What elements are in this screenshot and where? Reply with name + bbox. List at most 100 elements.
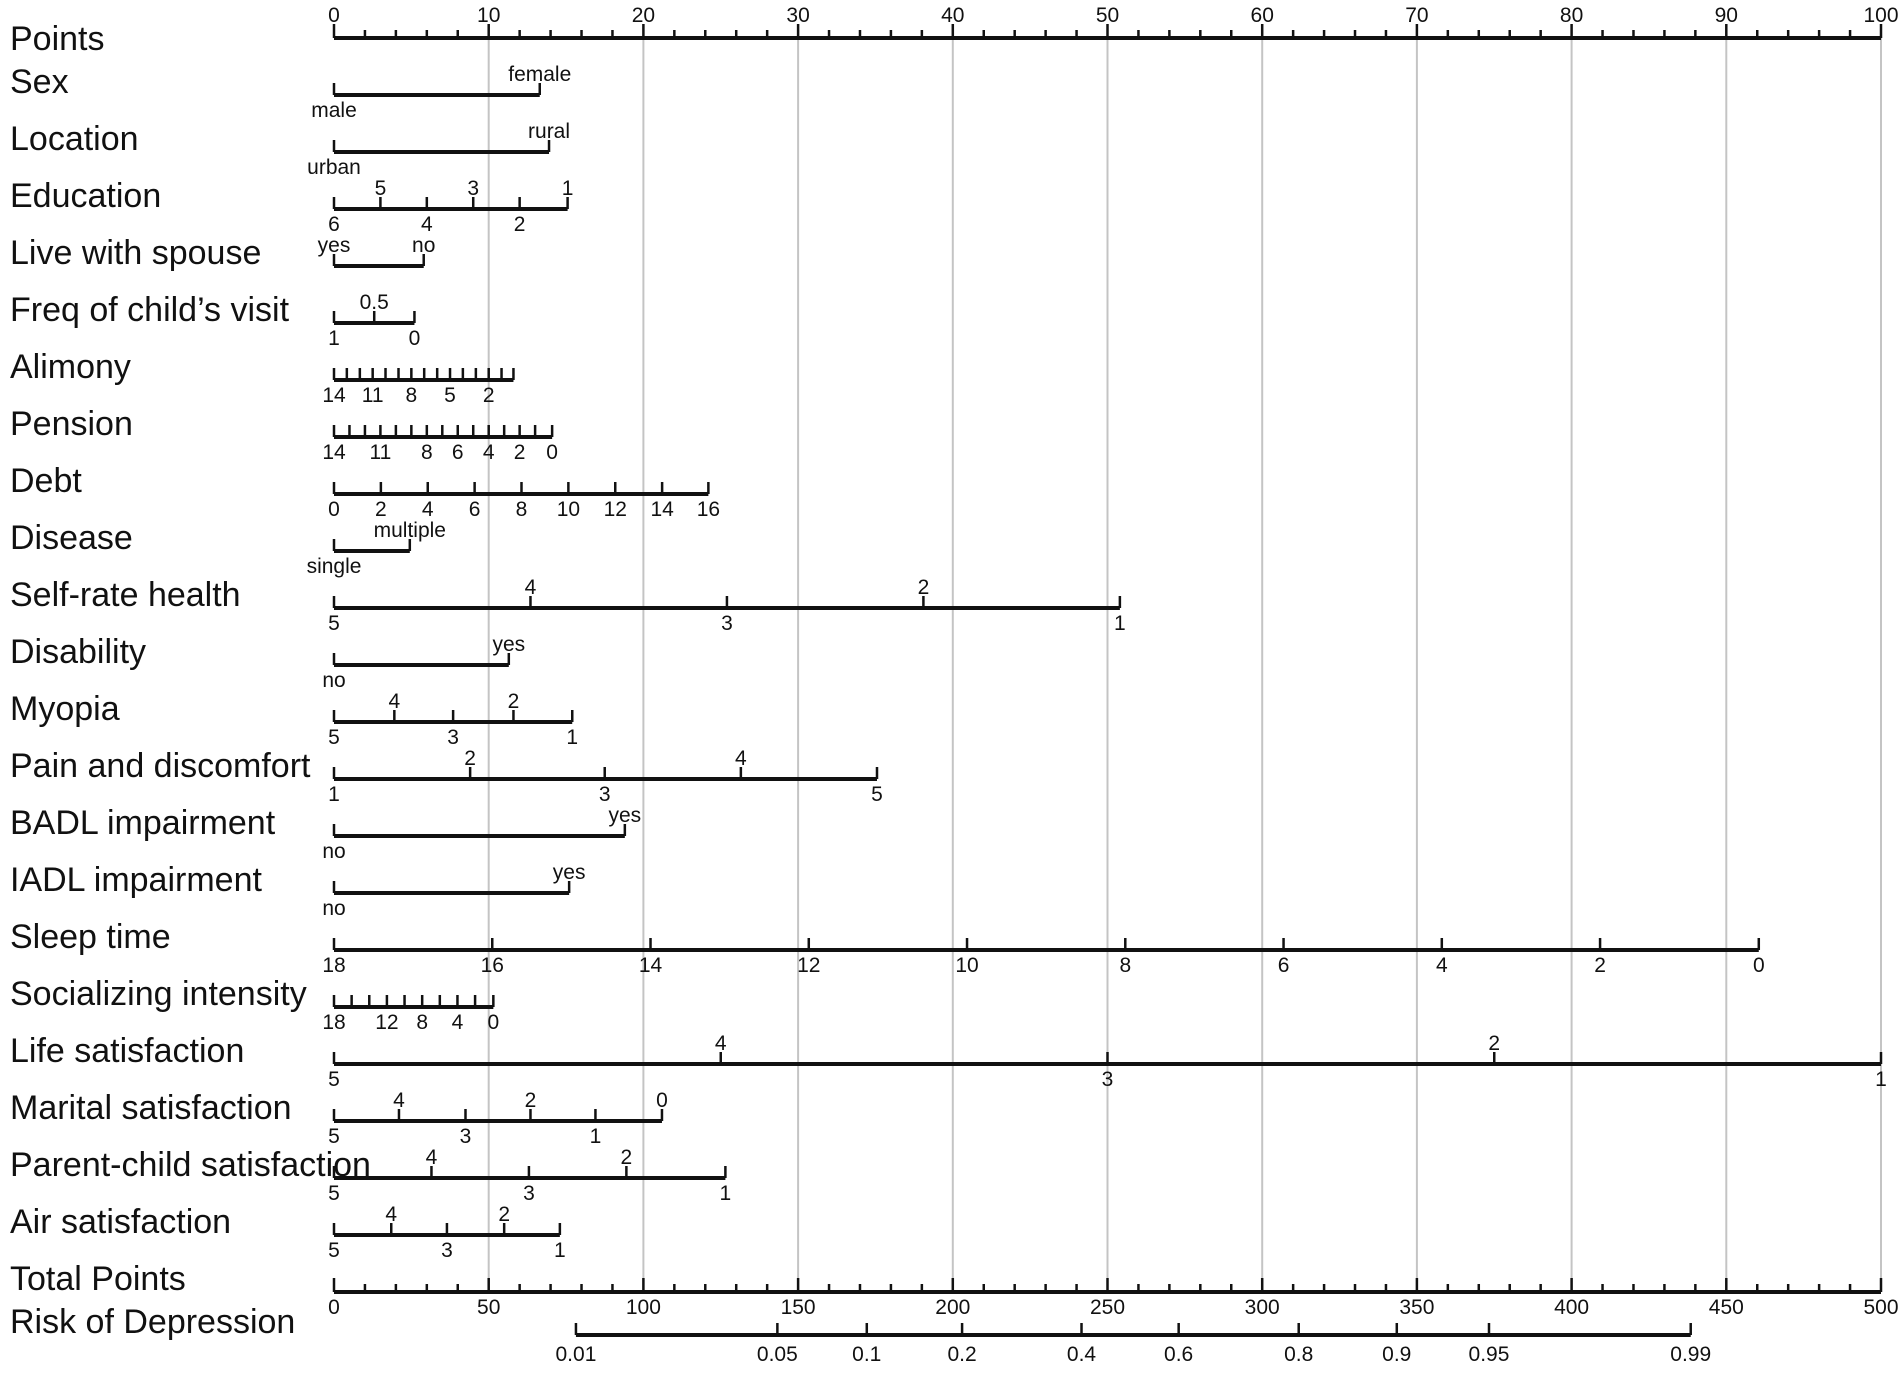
tick-label-pension-14: 0 <box>546 441 558 464</box>
risk-tick-label-4: 0.4 <box>1067 1343 1097 1366</box>
tick-label-education-2: 4 <box>421 213 433 236</box>
risk-tick-label-0: 0.01 <box>556 1343 597 1366</box>
tick-label-life-satisfaction-1: 4 <box>715 1032 727 1055</box>
tick-label-debt-5: 10 <box>557 498 580 521</box>
tick-label-debt-3: 6 <box>469 498 481 521</box>
tick-label-sleep-time-1: 16 <box>481 954 504 977</box>
tick-label-sleep-time-7: 4 <box>1436 954 1448 977</box>
row-label-freq-of-child-s-visit: Freq of child’s visit <box>10 291 290 329</box>
tick-label-education-3: 3 <box>467 177 479 200</box>
tick-label-sleep-time-9: 0 <box>1753 954 1765 977</box>
tick-label-parent-child-satisfaction-3: 2 <box>621 1146 633 1169</box>
row-label-iadl-impairment: IADL impairment <box>10 861 262 899</box>
row-alimony: Alimony 14 11 8 5 2 <box>10 348 515 407</box>
tick-label-marital-satisfaction-3: 2 <box>525 1089 537 1112</box>
tick-label-self-rate-health-3: 2 <box>918 576 930 599</box>
total-points-label: Total Points <box>10 1260 186 1298</box>
tick-label-debt-6: 12 <box>604 498 627 521</box>
tick-label-marital-satisfaction-4: 1 <box>590 1125 602 1148</box>
points-tick-label-20: 20 <box>632 4 655 27</box>
tick-label-iadl-impairment-1: yes <box>553 861 586 884</box>
row-label-location: Location <box>10 120 139 158</box>
total-tick-label-250: 250 <box>1090 1296 1125 1319</box>
risk-axis-label: Risk of Depression <box>10 1303 295 1341</box>
tick-label-freq-of-child-s-visit-0: 1 <box>328 327 340 350</box>
tick-label-life-satisfaction-2: 3 <box>1102 1068 1114 1091</box>
tick-label-marital-satisfaction-0: 5 <box>328 1125 340 1148</box>
tick-label-alimony-3: 11 <box>362 384 384 407</box>
points-tick-label-50: 50 <box>1096 4 1119 27</box>
tick-label-pension-8: 6 <box>452 441 464 464</box>
tick-label-pain-and-discomfort-1: 2 <box>464 747 476 770</box>
tick-label-live-with-spouse-1: no <box>412 234 435 257</box>
tick-label-self-rate-health-1: 4 <box>525 576 537 599</box>
row-pain-and-discomfort: Pain and discomfort 1 2 3 4 5 <box>10 747 883 806</box>
tick-label-badl-impairment-0: no <box>322 840 345 863</box>
tick-label-air-satisfaction-1: 4 <box>385 1203 397 1226</box>
tick-label-education-0: 6 <box>328 213 340 236</box>
tick-label-life-satisfaction-4: 1 <box>1875 1068 1887 1091</box>
row-label-sex: Sex <box>10 63 69 101</box>
total-tick-label-300: 300 <box>1245 1296 1280 1319</box>
tick-label-air-satisfaction-4: 1 <box>554 1239 566 1262</box>
row-label-pain-and-discomfort: Pain and discomfort <box>10 747 311 785</box>
row-label-disability: Disability <box>10 633 146 671</box>
tick-label-iadl-impairment-0: no <box>322 897 345 920</box>
points-tick-label-30: 30 <box>786 4 809 27</box>
risk-tick-label-5: 0.6 <box>1164 1343 1193 1366</box>
tick-label-pain-and-discomfort-4: 5 <box>871 783 883 806</box>
row-self-rate-health: Self-rate health 5 4 3 2 1 <box>10 576 1126 635</box>
tick-label-debt-8: 16 <box>697 498 720 521</box>
points-tick-label-80: 80 <box>1560 4 1583 27</box>
row-location: Location urban rural <box>10 120 570 179</box>
tick-label-air-satisfaction-2: 3 <box>441 1239 453 1262</box>
points-tick-label-0: 0 <box>328 4 340 27</box>
row-debt: Debt 0 2 4 6 8 10 12 14 16 <box>10 462 720 521</box>
row-label-disease: Disease <box>10 519 133 557</box>
tick-label-pension-3: 11 <box>370 441 392 464</box>
tick-label-air-satisfaction-3: 2 <box>498 1203 510 1226</box>
tick-label-education-5: 1 <box>562 177 574 200</box>
tick-label-freq-of-child-s-visit-2: 0 <box>409 327 421 350</box>
tick-label-self-rate-health-2: 3 <box>721 612 733 635</box>
tick-label-sleep-time-4: 10 <box>955 954 978 977</box>
points-axis: Points 0 10 20 30 40 50 60 70 80 90 100 <box>10 4 1899 58</box>
row-disease: Disease single multiple <box>10 519 446 578</box>
tick-label-pension-0: 14 <box>322 441 346 464</box>
points-axis-label: Points <box>10 20 105 58</box>
tick-label-alimony-0: 14 <box>322 384 346 407</box>
total-tick-label-50: 50 <box>477 1296 500 1319</box>
risk-axis: Risk of Depression 0.01 0.05 0.1 0.2 0.4 0.6 0.… <box>10 1303 1711 1366</box>
row-sex: Sex male female <box>10 63 571 122</box>
tick-label-self-rate-health-0: 5 <box>328 612 340 635</box>
total-tick-label-450: 450 <box>1709 1296 1744 1319</box>
tick-label-debt-1: 2 <box>375 498 387 521</box>
tick-label-sleep-time-0: 18 <box>322 954 345 977</box>
tick-label-marital-satisfaction-5: 0 <box>656 1089 668 1112</box>
row-label-air-satisfaction: Air satisfaction <box>10 1203 231 1241</box>
tick-label-myopia-0: 5 <box>328 726 340 749</box>
tick-label-parent-child-satisfaction-0: 5 <box>328 1182 340 1205</box>
row-disability: Disability no yes <box>10 633 525 692</box>
tick-label-disability-0: no <box>322 669 345 692</box>
risk-tick-label-8: 0.95 <box>1469 1343 1510 1366</box>
tick-label-sleep-time-5: 8 <box>1119 954 1131 977</box>
tick-label-alimony-12: 2 <box>483 384 495 407</box>
tick-label-location-1: rural <box>528 120 570 143</box>
row-label-socializing-intensity: Socializing intensity <box>10 975 307 1013</box>
grid-lines <box>487 38 1882 1292</box>
tick-label-pension-12: 2 <box>514 441 526 464</box>
tick-label-alimony-6: 8 <box>406 384 418 407</box>
tick-label-marital-satisfaction-2: 3 <box>460 1125 472 1148</box>
tick-label-pension-10: 4 <box>483 441 495 464</box>
row-live-with-spouse: Live with spouse yes no <box>10 234 435 272</box>
row-label-life-satisfaction: Life satisfaction <box>10 1032 244 1070</box>
row-air-satisfaction: Air satisfaction 5 4 3 2 1 <box>10 1203 566 1262</box>
points-tick-label-70: 70 <box>1405 4 1428 27</box>
row-label-badl-impairment: BADL impairment <box>10 804 276 842</box>
row-sleep-time: Sleep time 18 16 14 12 10 8 6 4 2 0 <box>10 918 1765 977</box>
row-education: Education 6 5 4 3 2 1 <box>10 177 573 236</box>
